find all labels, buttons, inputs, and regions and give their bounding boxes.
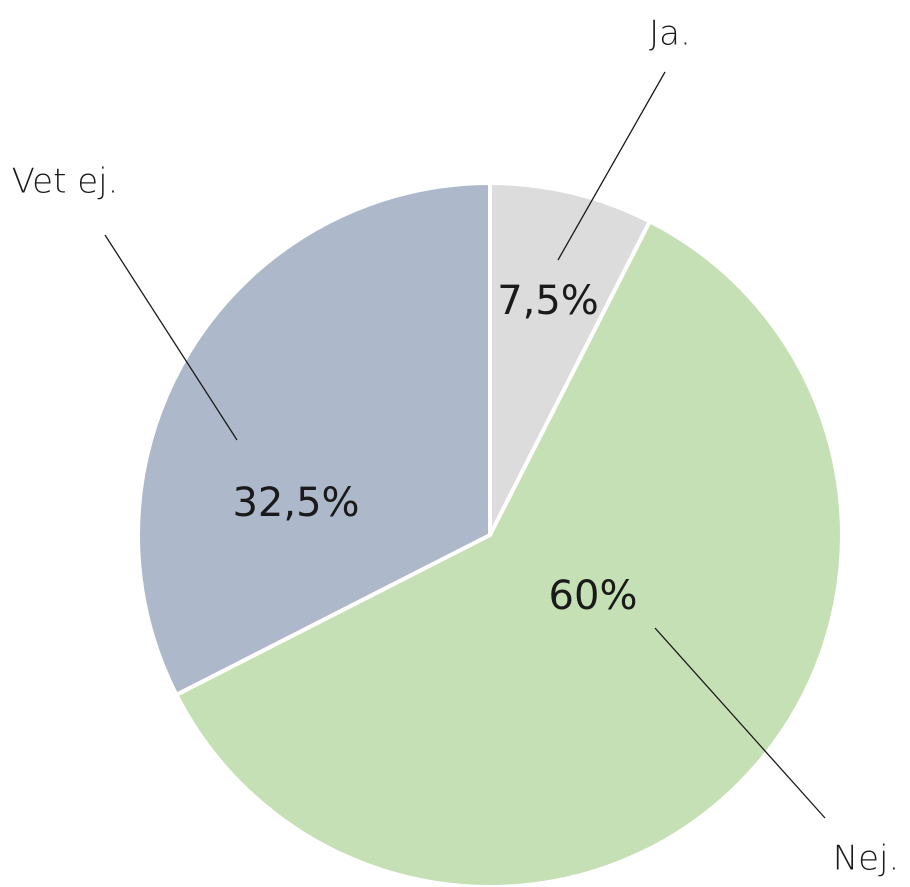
leader-line	[654, 627, 826, 819]
pie-slice	[136, 181, 492, 697]
pie-slice	[174, 219, 844, 887]
value-label: 32,5%	[232, 480, 359, 526]
category-label: Vet ej.	[12, 162, 119, 202]
category-label: Ja.	[649, 14, 691, 54]
value-label: 7,5%	[497, 278, 599, 324]
category-label: Nej.	[833, 839, 900, 879]
value-label: 60%	[549, 573, 638, 619]
pie-slice	[488, 181, 652, 537]
leader-line	[557, 71, 666, 261]
leader-line	[104, 234, 238, 441]
